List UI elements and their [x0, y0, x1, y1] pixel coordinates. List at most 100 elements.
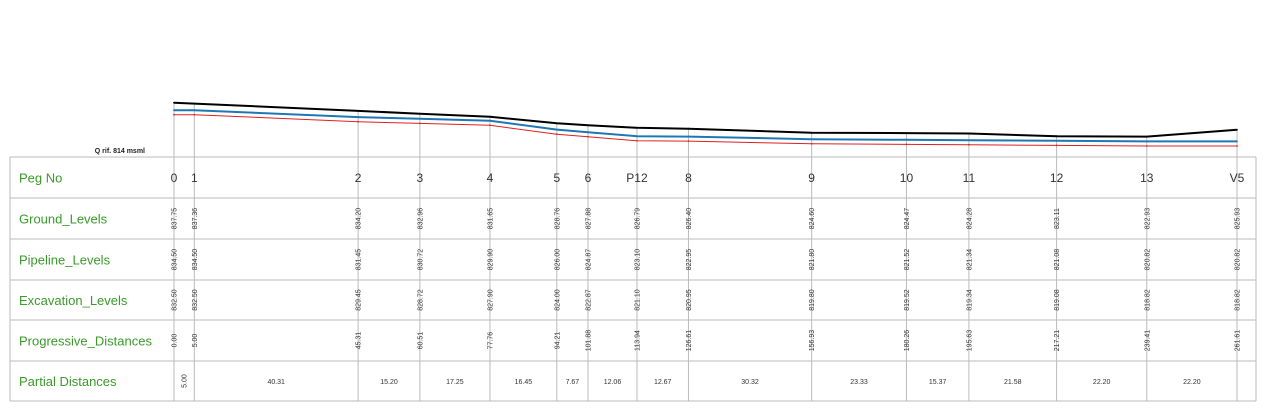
row-label-partial: Partial Distances: [19, 374, 117, 389]
excavation-level-value: 821.10: [635, 289, 642, 311]
pipeline-point: [636, 135, 638, 138]
progressive-distance-value: 156.93: [809, 330, 816, 352]
pipeline-point: [555, 128, 558, 131]
row-label-excavation: Excavation_Levels: [19, 293, 128, 308]
progressive-distance-value: 77.76: [488, 332, 495, 350]
partial-distance-value: 17.25: [446, 379, 464, 386]
pipeline-point: [489, 119, 491, 122]
pipeline-level-value: 822.95: [686, 249, 693, 271]
pipeline-level-value: 831.45: [356, 249, 363, 271]
partial-distance-value: 22.20: [1183, 379, 1201, 386]
ground-level-value: 823.11: [1054, 208, 1061, 229]
row-label-peg: Peg No: [19, 171, 62, 186]
excavation-level-value: 822.87: [586, 289, 593, 311]
excavation-point: [587, 135, 589, 138]
peg-number: 8: [685, 171, 692, 185]
pipeline-level-value: 821.34: [966, 249, 973, 271]
pipeline-point: [1055, 139, 1058, 142]
progressive-distance-value: 45.31: [356, 332, 363, 350]
progressive-distance-value: 60.51: [417, 332, 424, 350]
progressive-distance-value: 180.26: [904, 330, 911, 352]
excavation-level-value: 829.45: [356, 289, 363, 311]
pipeline-point: [905, 138, 908, 141]
pipeline-level-value: 829.90: [488, 249, 495, 271]
peg-number: 5: [553, 171, 560, 185]
pipeline-point: [810, 138, 813, 141]
peg-number: 2: [355, 171, 362, 185]
pipeline-point: [687, 135, 690, 138]
excavation-level-value: 818.82: [1235, 289, 1242, 311]
progressive-distance-value: 113.94: [635, 330, 642, 351]
ground-level-value: 832.96: [417, 208, 424, 230]
excavation-point: [1145, 145, 1148, 147]
partial-distance-value: 7.67: [566, 379, 580, 386]
peg-number: V5: [1230, 171, 1245, 185]
partial-distance-value: 22.20: [1093, 379, 1111, 386]
ground-level-value: 837.36: [192, 208, 199, 230]
progressive-distance-value: 261.61: [1235, 330, 1242, 352]
ground-level-value: 826.40: [686, 208, 693, 230]
progressive-distance-value: 195.63: [966, 330, 973, 352]
ground-level-value: 824.47: [904, 208, 911, 230]
progressive-distance-value: 0.00: [172, 334, 179, 348]
partial-distance-value: 5.00: [182, 374, 189, 388]
ground-level-value: 826.79: [635, 208, 642, 230]
peg-number: P12: [626, 171, 648, 185]
peg-number: 9: [808, 171, 815, 185]
excavation-level-value: 828.72: [417, 289, 424, 311]
pipeline-level-value: 834.50: [172, 249, 179, 271]
ground-point: [193, 102, 196, 105]
pipeline-point: [193, 109, 196, 112]
peg-number: 13: [1140, 171, 1154, 185]
ground-point: [1055, 135, 1058, 138]
pipeline-point: [1145, 140, 1148, 143]
excavation-point: [968, 143, 970, 146]
peg-number: 3: [417, 171, 424, 185]
ground-point: [1236, 128, 1238, 131]
excavation-level-value: 827.90: [488, 289, 495, 311]
excavation-level-value: 818.82: [1144, 289, 1151, 311]
pipeline-point: [968, 139, 970, 142]
pipeline-level-value: 823.10: [635, 249, 642, 271]
excavation-point: [193, 113, 196, 116]
ground-point: [1145, 135, 1148, 138]
excavation-level-value: 824.00: [554, 289, 561, 311]
progressive-distance-value: 94.21: [554, 332, 561, 350]
excavation-point: [173, 113, 175, 116]
pipeline-level-value: 830.72: [417, 249, 424, 271]
ground-level-value: 824.60: [809, 208, 816, 230]
excavation-point: [905, 143, 908, 146]
ground-level-value: 827.88: [586, 208, 593, 230]
reference-level-label: Q rif. 814 msml: [95, 148, 145, 155]
ground-point: [636, 126, 638, 129]
pipeline-point: [587, 131, 589, 134]
peg-number: 4: [487, 171, 494, 185]
pipeline-level-value: 821.80: [809, 249, 816, 271]
partial-distance-value: 16.45: [515, 379, 533, 386]
pipeline-point: [173, 109, 175, 112]
pipeline-level-value: 821.08: [1054, 249, 1061, 271]
excavation-level-value: 832.50: [192, 289, 199, 311]
partial-distance-value: 30.32: [741, 379, 759, 386]
partial-distance-value: 15.20: [380, 379, 398, 386]
ground-level-value: 824.28: [966, 208, 973, 230]
excavation-point: [418, 122, 421, 125]
progressive-distance-value: 5.00: [192, 334, 199, 348]
excavation-point: [489, 124, 491, 127]
ground-point: [587, 124, 589, 127]
ground-level-value: 828.76: [554, 208, 561, 230]
progressive-distance-value: 239.41: [1144, 330, 1151, 352]
ground-point: [173, 101, 175, 104]
peg-number: 6: [585, 171, 592, 185]
partial-distance-value: 15.37: [929, 379, 947, 386]
excavation-level-value: 819.52: [904, 289, 911, 311]
pipeline-level-value: 820.82: [1235, 249, 1242, 271]
partial-distance-value: 12.06: [604, 379, 622, 386]
row-label-progressive: Progressive_Distances: [19, 334, 152, 349]
ground-level-value: 834.20: [356, 208, 363, 230]
partial-distance-value: 21.58: [1004, 379, 1022, 386]
excavation-point: [636, 139, 638, 142]
peg-number: 10: [900, 171, 914, 185]
pipeline-point: [418, 117, 421, 120]
